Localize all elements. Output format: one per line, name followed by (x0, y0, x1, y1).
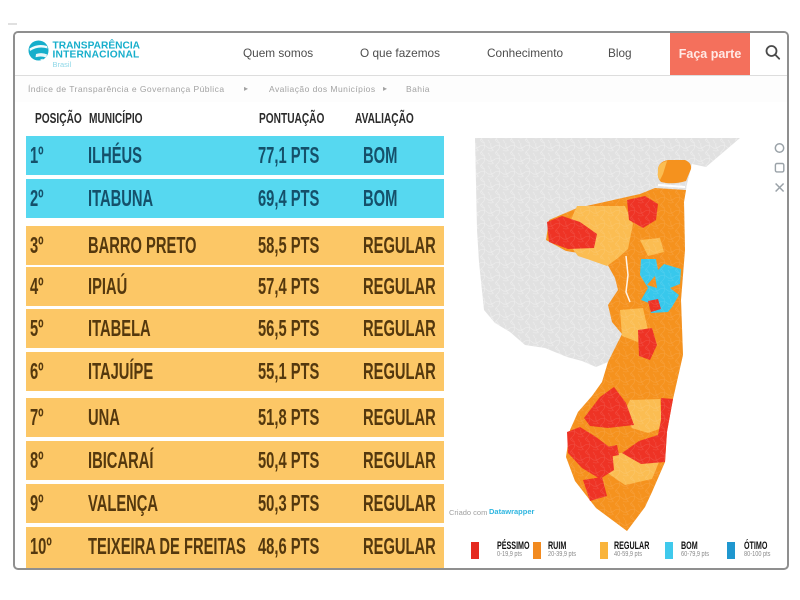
svg-text:TRANSPARÊNCIA: TRANSPARÊNCIA (53, 39, 141, 52)
svg-text:Brasil: Brasil (53, 60, 72, 69)
svg-text:INTERNACIONAL: INTERNACIONAL (53, 50, 140, 61)
